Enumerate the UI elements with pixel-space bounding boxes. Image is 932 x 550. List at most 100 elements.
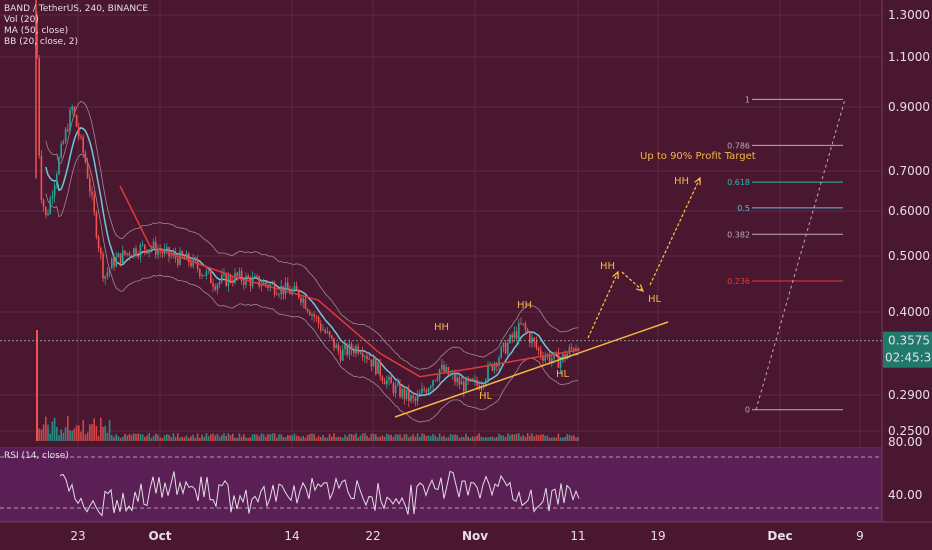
candle-body — [507, 342, 509, 354]
candle-body — [130, 255, 133, 257]
volume-bar — [141, 434, 144, 441]
candle-body — [287, 282, 289, 290]
candle-body — [177, 258, 179, 265]
candle-body — [522, 323, 524, 325]
rsi-panel — [0, 448, 882, 522]
volume-bar — [397, 434, 399, 441]
candle-body — [526, 329, 529, 333]
candle-body — [562, 354, 564, 361]
candle-body — [559, 360, 562, 368]
candle-body — [170, 255, 172, 257]
volume-bar — [370, 433, 373, 441]
volume-bar — [214, 435, 216, 441]
volume-bar — [394, 434, 397, 441]
candle-body — [194, 257, 197, 261]
candle-body — [108, 268, 111, 273]
candle-body — [377, 361, 379, 374]
volume-bar — [80, 431, 82, 441]
volume-bar — [126, 435, 128, 441]
volume-bar — [454, 434, 456, 441]
candle-body — [254, 276, 256, 278]
volume-bar — [496, 437, 498, 441]
volume-bar — [135, 433, 137, 441]
candle-body — [104, 276, 106, 279]
candle-body — [216, 284, 219, 290]
rsi-series — [59, 470, 580, 517]
candle-body — [119, 253, 122, 264]
candle-body — [221, 274, 223, 282]
volume-bar — [51, 421, 54, 441]
candle-body — [247, 275, 249, 279]
candle-body — [135, 248, 137, 256]
volume-bar — [293, 433, 296, 441]
volume-bar — [144, 436, 146, 441]
annotation-label: HH — [600, 261, 615, 272]
volume-bar — [234, 437, 236, 441]
volume-bar — [546, 435, 549, 441]
candle-body — [368, 359, 370, 360]
vol-label: Vol (20) — [4, 15, 39, 25]
volume-bar — [562, 437, 564, 441]
price-tick-label: 0.6000 — [888, 204, 930, 218]
candle-body — [227, 275, 230, 286]
rsi-line — [59, 470, 580, 517]
price-tick-label: 0.9000 — [888, 100, 930, 114]
volume-bar — [529, 435, 531, 441]
candle-body — [502, 342, 505, 348]
candle-body — [487, 364, 489, 380]
volume-bar — [502, 435, 505, 441]
candle-body — [540, 350, 542, 357]
volume-bar — [172, 433, 175, 441]
volume-bar — [557, 433, 560, 441]
candle-body — [504, 342, 507, 354]
volume-bar — [425, 435, 428, 441]
volume-bar — [300, 437, 302, 441]
candle-body — [425, 390, 428, 393]
candle-body — [350, 343, 353, 351]
candle-body — [157, 250, 159, 255]
volume-bar — [430, 436, 432, 441]
volume-bar — [476, 435, 478, 441]
volume-bar — [265, 436, 267, 441]
volume-bar — [170, 437, 172, 441]
price-tick-label: 1.1000 — [888, 50, 930, 64]
candle-body — [348, 343, 351, 355]
volume-bar — [102, 427, 104, 441]
candle-body — [463, 381, 465, 392]
volume-bar — [183, 437, 186, 441]
volume-bar — [199, 437, 201, 441]
volume-bar — [203, 436, 205, 441]
candle-body — [344, 344, 346, 350]
candle-body — [67, 129, 69, 132]
volume-bar — [302, 435, 304, 441]
volume-bar — [372, 433, 375, 441]
time-tick-label: 14 — [284, 529, 299, 543]
volume-bar — [524, 436, 527, 441]
candle-body — [515, 331, 518, 339]
candle-body — [190, 262, 192, 267]
candle-body — [394, 384, 397, 394]
volume-bar — [49, 433, 51, 441]
candle-body — [524, 323, 527, 330]
candle-body — [386, 379, 388, 385]
volume-bar — [478, 433, 480, 441]
annotation-label: HL — [556, 369, 570, 380]
candle-body — [427, 387, 430, 393]
candle-body — [133, 248, 135, 257]
volume-bar — [97, 435, 100, 441]
volume-bar — [485, 437, 487, 441]
volume-bar — [328, 433, 331, 441]
volume-bar — [568, 434, 571, 441]
volume-bar — [458, 437, 461, 441]
candle-body — [383, 380, 386, 385]
candle-body — [333, 338, 335, 349]
candle-body — [56, 174, 58, 186]
candle-body — [166, 247, 168, 250]
volume-bar — [315, 437, 318, 441]
candle-body — [49, 198, 51, 214]
volume-bar — [82, 419, 84, 441]
candle-body — [320, 323, 322, 331]
candle-body — [489, 363, 491, 365]
volume-bar — [559, 437, 562, 441]
